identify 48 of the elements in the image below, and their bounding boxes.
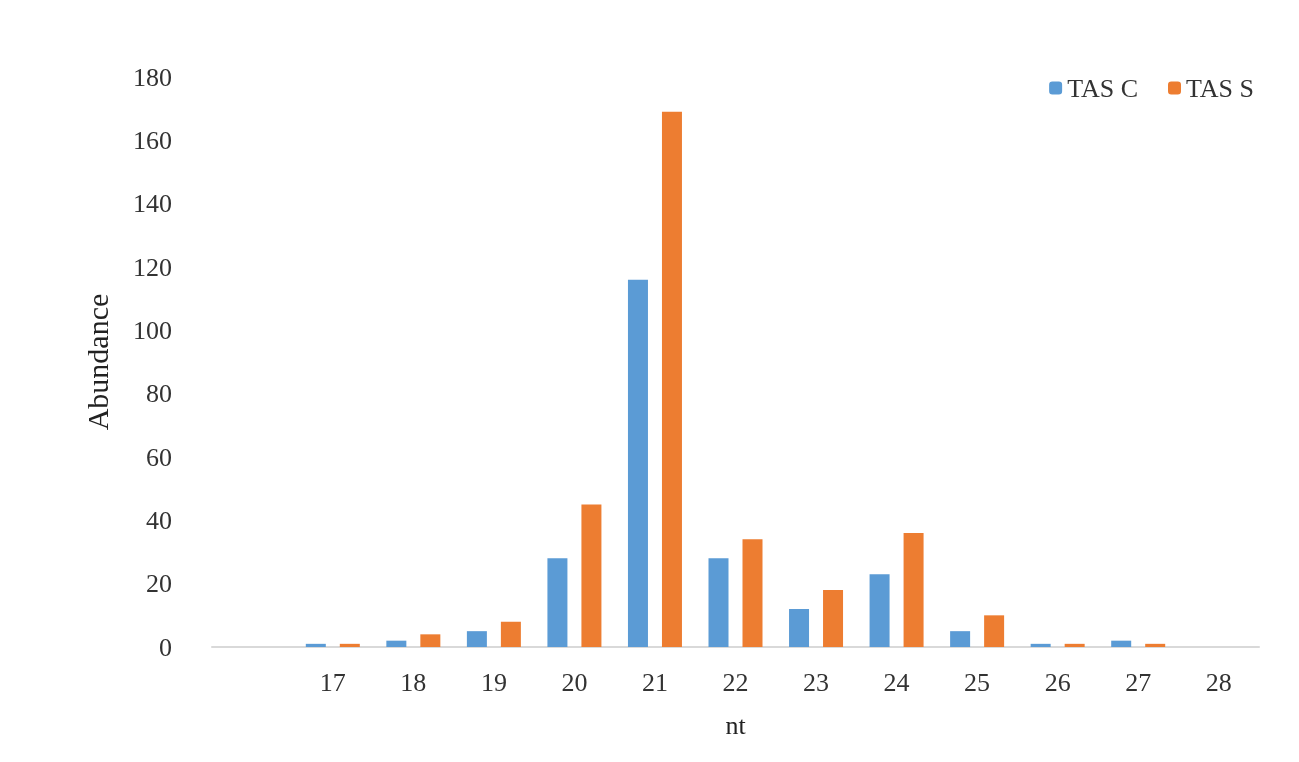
bar (1030, 643, 1051, 647)
x-tick-label: 24 (883, 667, 910, 697)
bar (1111, 640, 1132, 647)
x-tick-label: 27 (1125, 667, 1152, 697)
y-tick-label: 60 (146, 442, 172, 472)
y-tick-label: 0 (159, 632, 172, 662)
x-tick-label: 17 (319, 667, 346, 697)
bar (708, 558, 729, 647)
x-tick-label: 23 (803, 667, 830, 697)
y-tick-label: 140 (133, 189, 172, 219)
bar (386, 640, 407, 647)
bar (547, 558, 568, 647)
x-tick-label: 21 (641, 667, 668, 697)
y-tick-label: 40 (146, 505, 172, 535)
bar (466, 631, 487, 647)
x-tick-label: 20 (561, 667, 588, 697)
bar (420, 634, 441, 647)
y-tick-label: 120 (133, 252, 172, 282)
bar (339, 643, 360, 647)
bar (869, 574, 890, 647)
x-tick-label: 22 (722, 667, 749, 697)
x-tick-label: 18 (400, 667, 427, 697)
x-tick-label: 26 (1044, 667, 1071, 697)
x-tick-label: 25 (964, 667, 991, 697)
x-axis-title: nt (725, 710, 747, 740)
y-tick-label: 80 (146, 379, 172, 409)
x-tick-label: 19 (480, 667, 507, 697)
y-tick-label: 160 (133, 125, 172, 155)
bar (581, 504, 602, 647)
bar (789, 609, 810, 647)
legend-label: TAS S (1186, 73, 1254, 103)
y-axis-title: Abundance (80, 293, 114, 431)
y-tick-label: 100 (133, 315, 172, 345)
bar (1145, 643, 1166, 647)
bar (823, 590, 844, 647)
bar (742, 539, 763, 647)
bar (305, 643, 326, 647)
x-tick-label: 28 (1205, 667, 1232, 697)
y-tick-label: 180 (133, 62, 172, 92)
bar (984, 615, 1005, 647)
bar (661, 111, 682, 647)
y-tick-label: 20 (146, 569, 172, 599)
bar (950, 631, 971, 647)
bar (1064, 643, 1085, 647)
legend-label: TAS C (1067, 73, 1139, 103)
bar (500, 621, 521, 647)
bar (627, 279, 648, 647)
bar (903, 533, 924, 647)
